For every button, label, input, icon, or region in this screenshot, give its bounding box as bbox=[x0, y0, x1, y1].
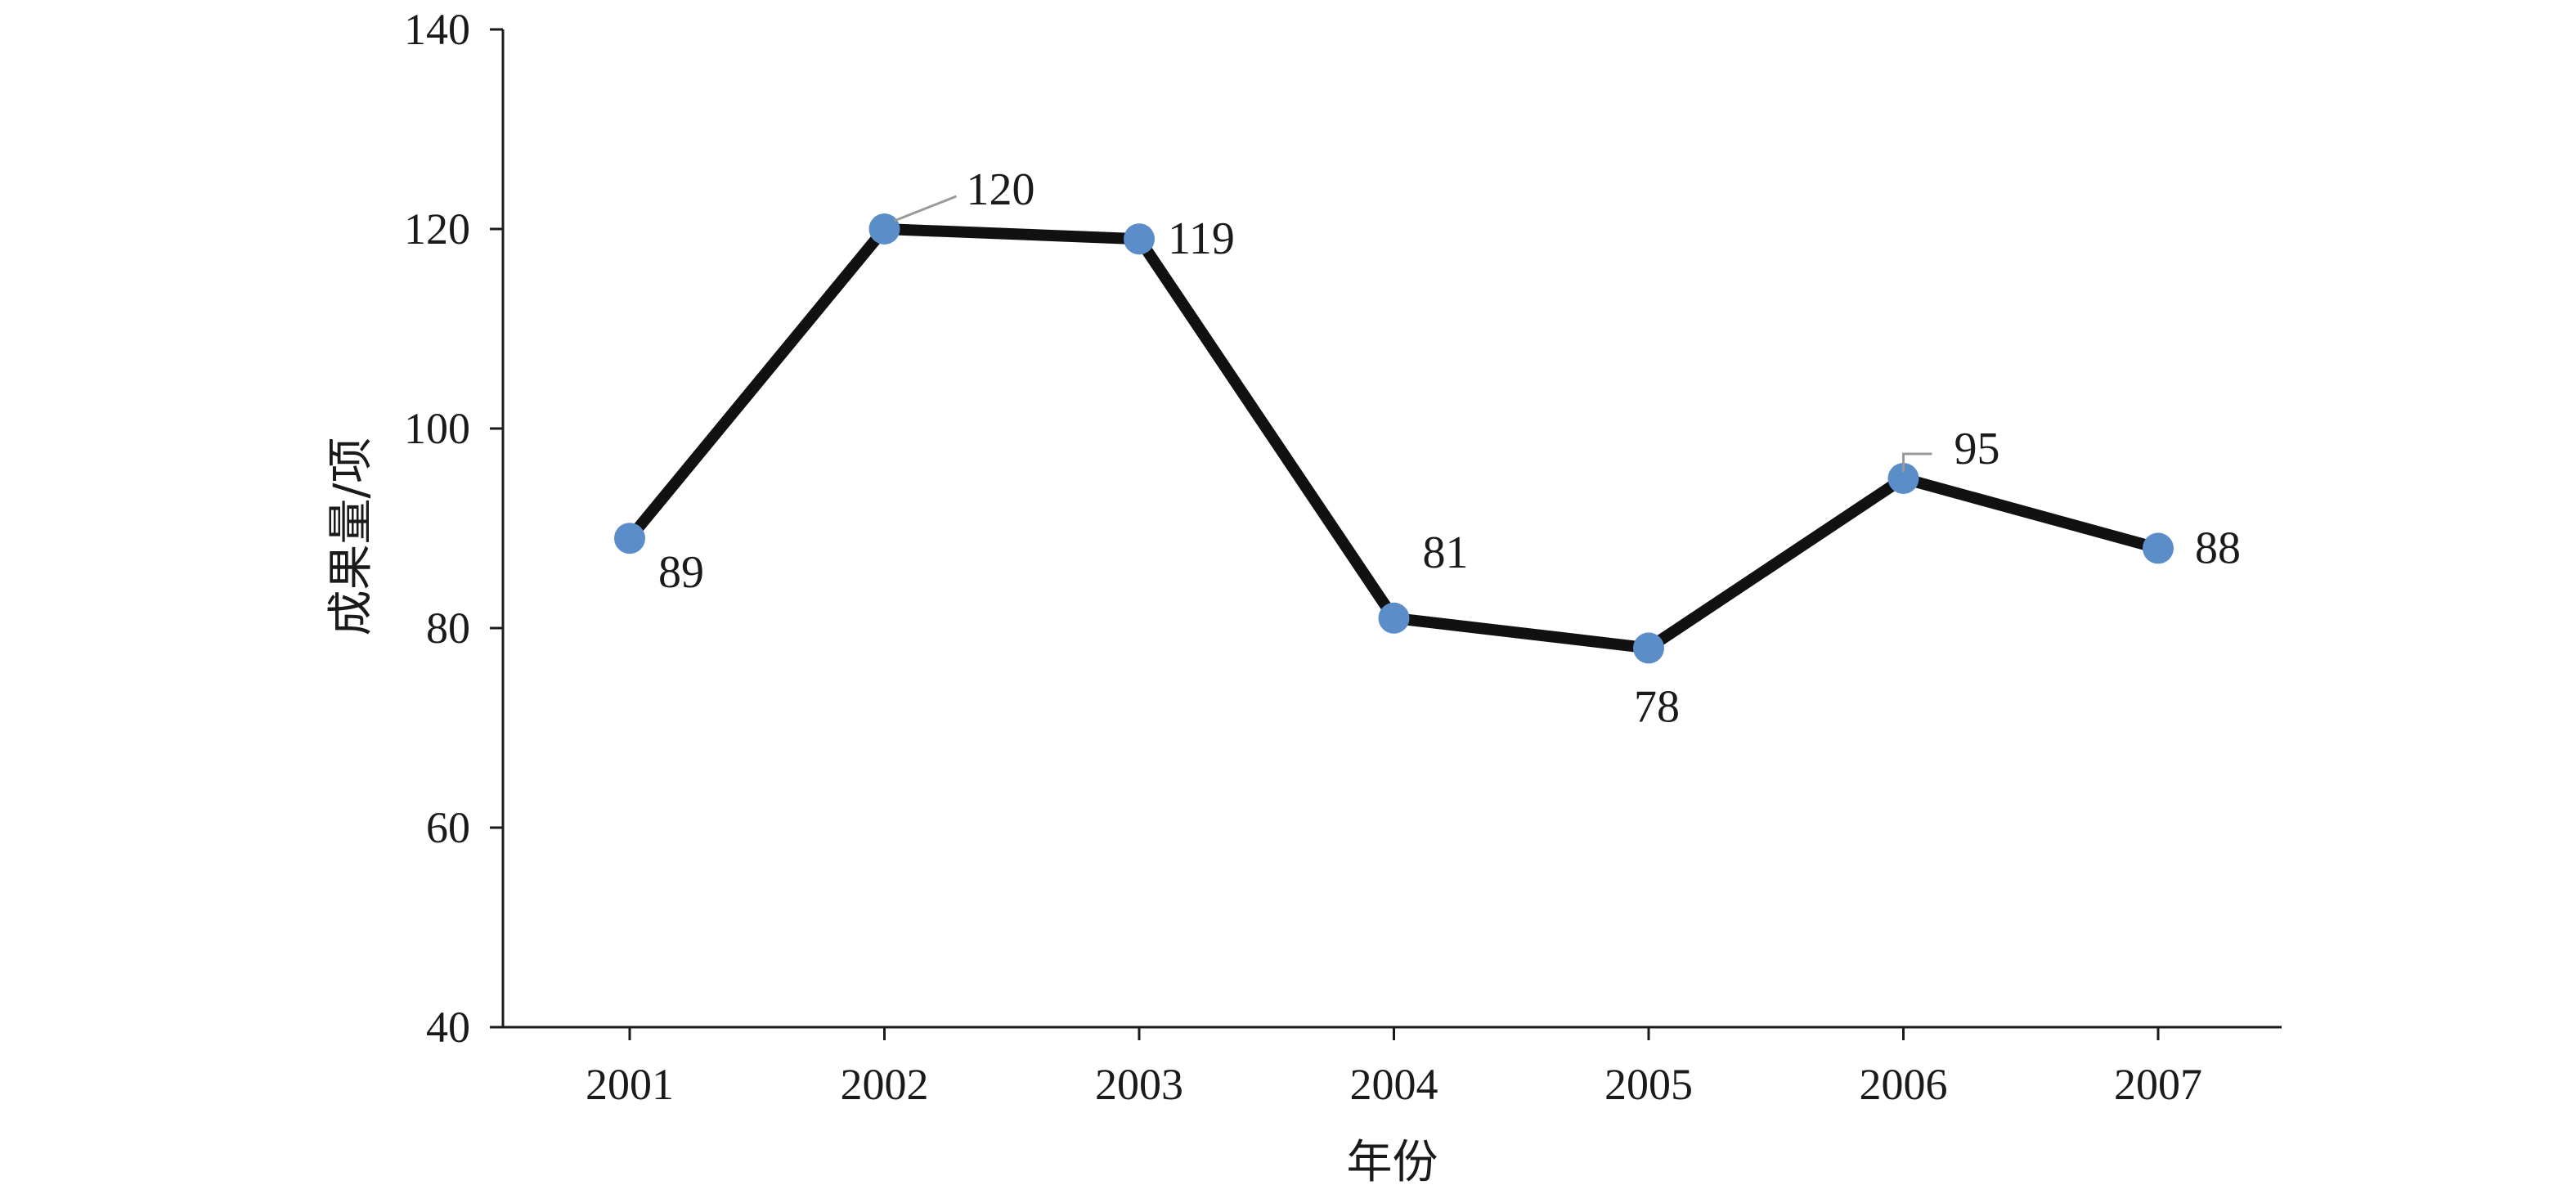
x-tick-label: 2002 bbox=[841, 1060, 929, 1109]
y-tick-label: 140 bbox=[404, 5, 470, 54]
x-tick-label: 2006 bbox=[1860, 1060, 1948, 1109]
series-line bbox=[624, 223, 2164, 654]
x-tick-label: 2003 bbox=[1095, 1060, 1183, 1109]
y-tick-label: 80 bbox=[426, 604, 470, 653]
data-point bbox=[1633, 632, 1664, 664]
x-tick-label: 2005 bbox=[1604, 1060, 1693, 1109]
data-point bbox=[2143, 532, 2174, 564]
data-point bbox=[1378, 602, 1410, 634]
y-tick-label: 120 bbox=[404, 204, 470, 254]
data-label: 95 bbox=[1954, 424, 2000, 474]
x-tick-label: 2007 bbox=[2114, 1060, 2202, 1109]
x-tick-label: 2001 bbox=[586, 1060, 674, 1109]
label-leader-line bbox=[1902, 452, 1932, 472]
data-label: 119 bbox=[1168, 213, 1235, 264]
label-leader-line bbox=[893, 195, 958, 222]
points-layer bbox=[614, 213, 2174, 664]
data-label: 78 bbox=[1634, 681, 1680, 732]
data-point bbox=[1887, 463, 1919, 494]
data-label: 81 bbox=[1423, 527, 1469, 578]
data-label: 88 bbox=[2195, 523, 2241, 573]
y-tick-label: 60 bbox=[426, 803, 470, 852]
series-layer bbox=[624, 223, 2164, 654]
data-point bbox=[614, 523, 645, 554]
y-tick-label: 40 bbox=[426, 1003, 470, 1052]
data-label: 120 bbox=[967, 164, 1035, 215]
x-tick-label: 2004 bbox=[1350, 1060, 1438, 1109]
x-ticks: 2001 2002 2003 2004 2005 2006 2007 bbox=[586, 1027, 2202, 1109]
y-ticks: 40 60 80 100 120 140 bbox=[404, 5, 503, 1052]
axes bbox=[501, 29, 2282, 1029]
y-tick-label: 100 bbox=[404, 404, 470, 453]
data-label: 89 bbox=[658, 547, 704, 598]
y-axis-title: 成果量/项 bbox=[325, 438, 378, 636]
x-axis-title: 年份 bbox=[1347, 1136, 1438, 1189]
data-point bbox=[868, 213, 900, 245]
data-labels-layer: 89 120 119 81 78 95 88 bbox=[658, 164, 2241, 732]
data-point bbox=[1124, 223, 1155, 255]
